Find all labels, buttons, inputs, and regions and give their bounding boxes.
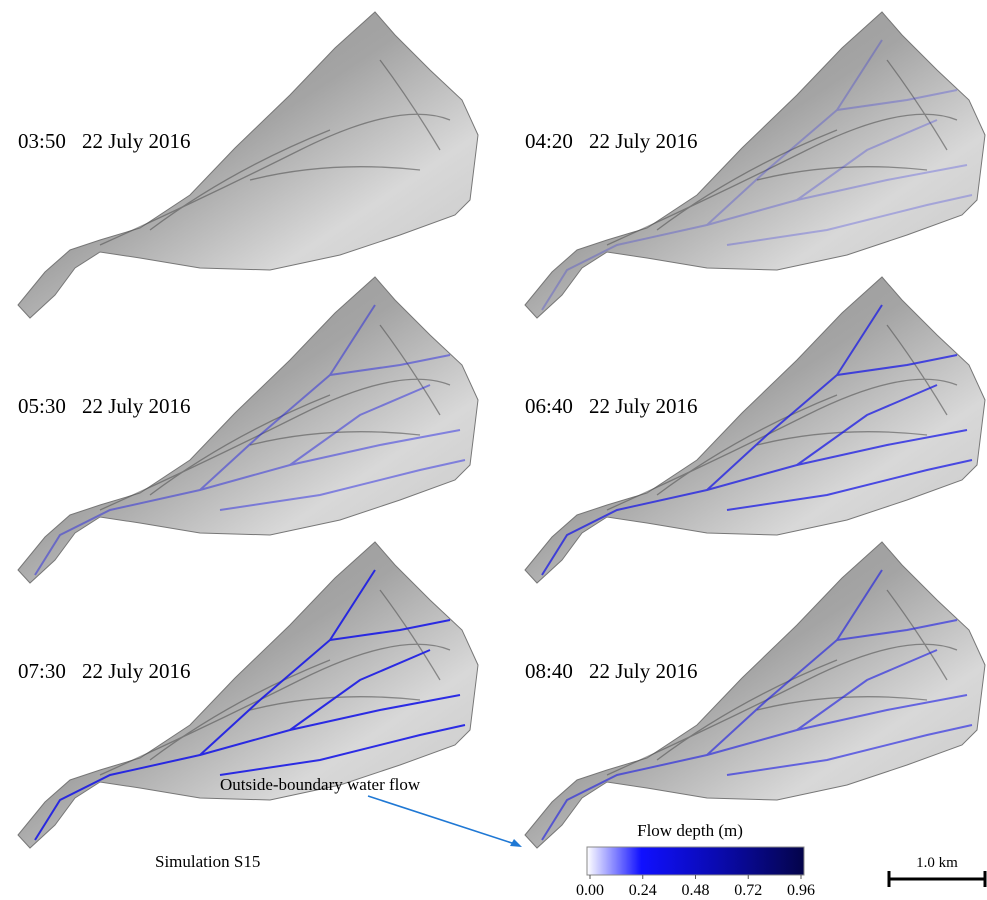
map-panel: 08:40 22 July 2016	[524, 541, 986, 849]
panel-date: 22 July 2016	[589, 129, 698, 153]
colorbar	[586, 846, 805, 876]
panel-date: 22 July 2016	[589, 394, 698, 418]
panel-date: 22 July 2016	[82, 659, 191, 683]
map-panel: 05:30 22 July 2016	[17, 276, 479, 584]
panel-time: 05:30	[18, 394, 66, 418]
terrain	[524, 11, 986, 319]
terrain	[17, 541, 479, 849]
map-panel: 03:50 22 July 2016	[17, 11, 479, 319]
arrow-head	[510, 839, 522, 847]
colorbar-tick-label: 0.48	[682, 882, 710, 899]
panel-time: 08:40	[525, 659, 573, 683]
panel-time: 03:50	[18, 129, 66, 153]
terrain	[17, 11, 479, 319]
map-panels: 03:50 22 July 2016 04:20 22 July 2016 05:30 2…	[17, 11, 986, 849]
panel-date: 22 July 2016	[82, 129, 191, 153]
simulation-label: Simulation S15	[155, 852, 260, 871]
scale-bar-label: 1.0 km	[916, 855, 958, 871]
annotation-arrow	[367, 795, 519, 846]
colorbar-title: Flow depth (m)	[637, 821, 743, 840]
map-panel: 06:40 22 July 2016	[524, 276, 986, 584]
panel-date: 22 July 2016	[589, 659, 698, 683]
colorbar-tick-label: 0.72	[734, 882, 762, 899]
panel-date: 22 July 2016	[82, 394, 191, 418]
map-panel: 07:30 22 July 2016	[17, 541, 479, 849]
colorbar-tick-label: 0.96	[787, 882, 815, 899]
panel-time: 06:40	[525, 394, 573, 418]
colorbar-tick-label: 0.24	[629, 882, 657, 899]
annotation: Outside-boundary water flow	[220, 775, 421, 794]
panel-time: 04:20	[525, 129, 573, 153]
terrain	[17, 276, 479, 584]
terrain	[524, 276, 986, 584]
terrain	[524, 541, 986, 849]
colorbar-ticks: 0.00 0.24 0.48 0.72 0.96	[576, 875, 815, 899]
panel-time: 07:30	[18, 659, 66, 683]
map-panel: 04:20 22 July 2016	[524, 11, 986, 319]
colorbar-tick-label: 0.00	[576, 882, 604, 899]
